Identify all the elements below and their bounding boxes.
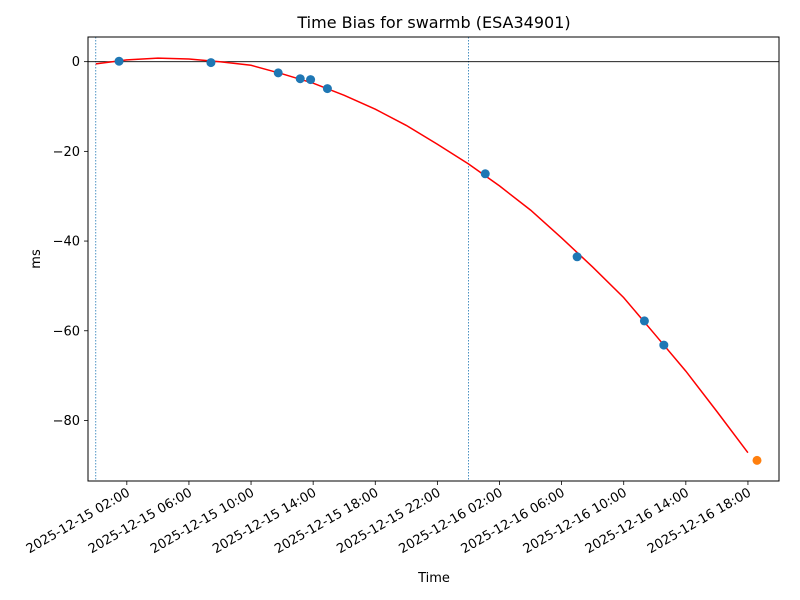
data-point <box>572 252 582 262</box>
x-tick-label: 2025-12-16 18:00 <box>645 485 754 557</box>
x-tick-label: 2025-12-15 02:00 <box>24 485 133 557</box>
data-point <box>659 340 669 350</box>
x-tick-label: 2025-12-15 10:00 <box>148 485 257 557</box>
data-point <box>322 84 332 94</box>
y-tick-label: −20 <box>53 145 80 160</box>
x-tick-label: 2025-12-15 22:00 <box>334 485 443 557</box>
data-point <box>295 74 305 84</box>
x-axis-title: Time <box>417 571 450 586</box>
y-tick-label: −40 <box>53 235 80 250</box>
y-tick-label: −60 <box>53 324 80 339</box>
data-point <box>480 169 490 179</box>
x-tick-label: 2025-12-15 14:00 <box>210 485 319 557</box>
data-point <box>639 316 649 326</box>
y-axis-title: ms <box>29 249 44 269</box>
latest-data-point <box>752 455 762 465</box>
x-tick-label: 2025-12-15 18:00 <box>272 485 381 557</box>
y-axis: 0 −20 −40 −60 −80 <box>53 55 88 429</box>
y-tick-label: 0 <box>72 55 80 70</box>
x-tick-label: 2025-12-16 06:00 <box>459 485 568 557</box>
fit-curve <box>95 57 749 454</box>
chart-title: Time Bias for swarmb (ESA34901) <box>296 13 570 32</box>
x-tick-label: 2025-12-15 06:00 <box>86 485 195 557</box>
x-tick-label: 2025-12-16 02:00 <box>397 485 506 557</box>
data-point <box>206 58 216 68</box>
x-tick-label: 2025-12-16 14:00 <box>583 485 692 557</box>
plot-frame <box>87 36 780 482</box>
data-point <box>273 68 283 78</box>
x-tick-label: 2025-12-16 10:00 <box>521 485 630 557</box>
data-point <box>306 75 316 85</box>
y-tick-label: −80 <box>53 414 80 429</box>
plot-area <box>88 37 779 481</box>
data-point <box>114 56 124 66</box>
